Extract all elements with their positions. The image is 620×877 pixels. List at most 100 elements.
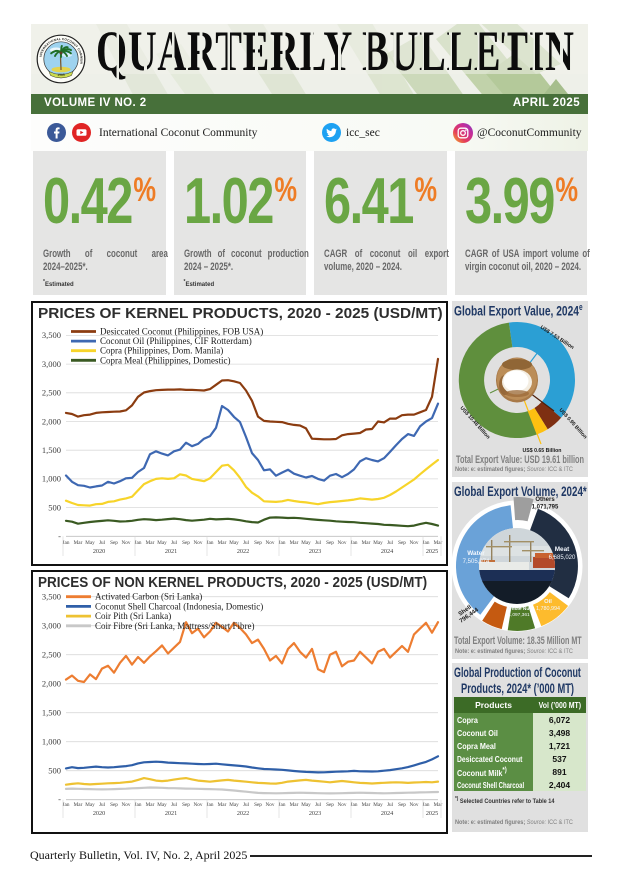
- svg-text:3,500: 3,500: [42, 330, 61, 340]
- svg-text:2022: 2022: [237, 548, 249, 555]
- svg-text:Mar: Mar: [74, 802, 83, 808]
- svg-text:2020: 2020: [93, 548, 105, 555]
- svg-text:Nov: Nov: [194, 802, 203, 808]
- svg-text:2025: 2025: [426, 810, 438, 817]
- svg-text:Nov: Nov: [122, 802, 131, 808]
- svg-text:2025: 2025: [426, 548, 438, 555]
- svg-text:Jan: Jan: [207, 540, 214, 546]
- svg-text:Sep: Sep: [398, 540, 406, 546]
- svg-text:Nov: Nov: [266, 540, 275, 546]
- svg-text:May: May: [229, 540, 239, 546]
- svg-text:Jan: Jan: [207, 802, 214, 808]
- svg-text:2,000: 2,000: [42, 679, 61, 689]
- svg-text:Mar: Mar: [290, 802, 299, 808]
- svg-text:Sep: Sep: [182, 540, 190, 546]
- svg-text:May: May: [229, 802, 239, 808]
- svg-text:May: May: [157, 802, 167, 808]
- svg-text:May: May: [85, 802, 95, 808]
- svg-text:Jul: Jul: [171, 802, 178, 808]
- svg-text:Sep: Sep: [254, 540, 262, 546]
- svg-text:Jul: Jul: [315, 540, 322, 546]
- svg-text:Jul: Jul: [99, 802, 106, 808]
- svg-text:Jan: Jan: [279, 540, 286, 546]
- svg-text:Sep: Sep: [110, 540, 118, 546]
- svg-text:Mar: Mar: [74, 540, 83, 546]
- svg-text:US$ 0.95 Billion: US$ 0.95 Billion: [558, 407, 588, 440]
- svg-text:3,500: 3,500: [42, 592, 61, 602]
- svg-text:1,000: 1,000: [42, 737, 61, 747]
- svg-text:US$ 0.65 Billion: US$ 0.65 Billion: [523, 448, 562, 454]
- svg-text:Sep: Sep: [110, 802, 118, 808]
- svg-text:Jan: Jan: [351, 802, 358, 808]
- svg-text:Mar: Mar: [146, 540, 155, 546]
- svg-text:1,000: 1,000: [42, 474, 61, 484]
- svg-text:3,000: 3,000: [42, 359, 61, 369]
- svg-text:Jan: Jan: [423, 802, 430, 808]
- svg-text:Coconut Oil (Philippines, CIF: Coconut Oil (Philippines, CIF Rotterdam): [100, 336, 252, 346]
- svg-text:7,505,974: 7,505,974: [463, 559, 490, 565]
- svg-text:2023: 2023: [309, 810, 321, 817]
- svg-text:Copra Meal (Philippines, Domes: Copra Meal (Philippines, Domestic): [100, 355, 230, 365]
- svg-text:Nov: Nov: [410, 540, 419, 546]
- svg-text:May: May: [373, 540, 383, 546]
- svg-text:Nov: Nov: [410, 802, 419, 808]
- svg-text:Copra (Philippines, Dom. Manil: Copra (Philippines, Dom. Manila): [100, 346, 223, 356]
- svg-text:500: 500: [48, 502, 61, 512]
- svg-text:Nov: Nov: [338, 802, 347, 808]
- svg-text:2021: 2021: [165, 810, 177, 817]
- svg-text:2024: 2024: [381, 548, 393, 555]
- svg-text:1,500: 1,500: [42, 708, 61, 718]
- svg-text:Jul: Jul: [99, 540, 106, 546]
- svg-text:May: May: [301, 540, 311, 546]
- svg-text:2,500: 2,500: [42, 388, 61, 398]
- svg-text:Mar: Mar: [218, 802, 227, 808]
- svg-text:1,071,795: 1,071,795: [532, 505, 559, 511]
- svg-text:3,000: 3,000: [42, 621, 61, 631]
- svg-text:2,000: 2,000: [42, 416, 61, 426]
- svg-text:Mar: Mar: [218, 540, 227, 546]
- svg-text:May: May: [85, 540, 95, 546]
- svg-text:2024: 2024: [381, 810, 393, 817]
- svg-text:Jan: Jan: [423, 540, 430, 546]
- svg-text:Oil: Oil: [544, 599, 552, 605]
- svg-text:Sep: Sep: [326, 802, 334, 808]
- svg-text:-: -: [58, 794, 61, 804]
- svg-text:Others: Others: [535, 497, 555, 503]
- svg-text:Jul: Jul: [243, 802, 250, 808]
- svg-text:Mar: Mar: [290, 540, 299, 546]
- svg-text:Sep: Sep: [398, 802, 406, 808]
- svg-text:Mar: Mar: [362, 802, 371, 808]
- svg-text:Jan: Jan: [63, 540, 70, 546]
- svg-text:Mar: Mar: [362, 540, 371, 546]
- svg-text:Jan: Jan: [135, 540, 142, 546]
- svg-text:Coir Fibre (Sri Lanka, Mattres: Coir Fibre (Sri Lanka, Mattress/Short Fi…: [95, 621, 254, 631]
- svg-text:Jul: Jul: [243, 540, 250, 546]
- svg-text:Nov: Nov: [338, 540, 347, 546]
- svg-text:Jan: Jan: [279, 802, 286, 808]
- svg-text:Mar: Mar: [434, 802, 443, 808]
- svg-text:1969: 1969: [57, 73, 65, 77]
- svg-text:2022: 2022: [237, 810, 249, 817]
- svg-text:Activated Carbon (Sri Lanka): Activated Carbon (Sri Lanka): [95, 592, 202, 602]
- svg-text:Coconut Shell Charcoal (Indone: Coconut Shell Charcoal (Indonesia, Domes…: [95, 601, 263, 611]
- svg-text:Mar: Mar: [434, 540, 443, 546]
- svg-text:Whole Nut: Whole Nut: [507, 606, 531, 612]
- svg-text:2021: 2021: [165, 548, 177, 555]
- svg-text:500: 500: [48, 766, 61, 776]
- svg-text:6,685,020: 6,685,020: [549, 555, 576, 561]
- svg-text:Jul: Jul: [315, 802, 322, 808]
- svg-text:Nov: Nov: [122, 540, 131, 546]
- svg-text:Jul: Jul: [387, 802, 394, 808]
- svg-text:Sep: Sep: [254, 802, 262, 808]
- svg-text:Nov: Nov: [266, 802, 275, 808]
- svg-text:May: May: [373, 802, 383, 808]
- svg-text:Water: Water: [467, 550, 485, 557]
- svg-text:Coir Pith (Sri Lanka): Coir Pith (Sri Lanka): [95, 611, 171, 621]
- svg-text:May: May: [157, 540, 167, 546]
- svg-text:1,097,361: 1,097,361: [508, 612, 530, 618]
- svg-text:2,500: 2,500: [42, 650, 61, 660]
- svg-text:May: May: [301, 802, 311, 808]
- svg-text:Jul: Jul: [171, 540, 178, 546]
- svg-text:Mar: Mar: [146, 802, 155, 808]
- svg-text:Jan: Jan: [135, 802, 142, 808]
